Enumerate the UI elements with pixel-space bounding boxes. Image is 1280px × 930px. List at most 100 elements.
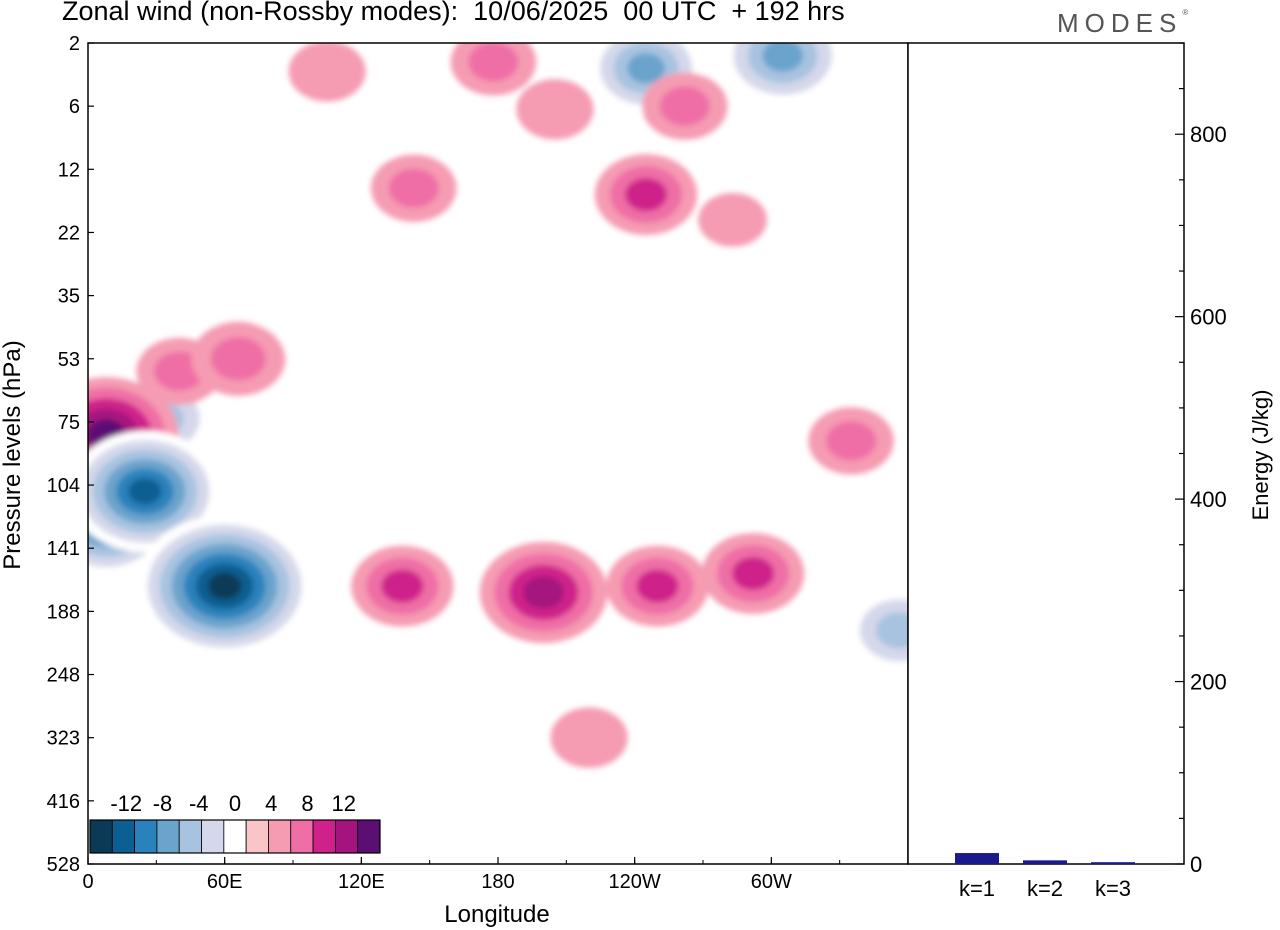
energy-tick-label: 0 <box>1190 852 1202 877</box>
field-feature-10 <box>641 72 728 140</box>
y-tick-label: 35 <box>58 286 80 308</box>
field-band <box>295 518 373 579</box>
field-feature-22 <box>701 533 805 614</box>
x-axis-label: Longitude <box>444 901 549 928</box>
energy-bars <box>955 853 1135 864</box>
colorbar-swatch <box>111 819 136 854</box>
field-feature-26 <box>843 586 908 675</box>
field-feature-23 <box>808 407 894 475</box>
field-band <box>381 569 424 603</box>
field-feature-2 <box>277 221 355 282</box>
energy-category-label: k=1 <box>959 876 995 901</box>
y-tick-label: 6 <box>69 96 80 118</box>
field-band <box>659 86 710 126</box>
energy-tick-label: 600 <box>1190 305 1227 330</box>
x-tick-label: 60E <box>207 871 243 893</box>
field-feature-24 <box>550 707 628 768</box>
colorbar-swatch <box>290 819 314 854</box>
colorbar-swatch <box>134 819 158 854</box>
field-feature-5 <box>718 43 847 107</box>
brand-registered-mark: ® <box>1182 8 1189 17</box>
y-tick-label: 53 <box>58 349 80 371</box>
field-band <box>523 576 564 609</box>
colorbar-frame <box>89 819 381 854</box>
field-band <box>550 707 628 768</box>
y-tick-label: 22 <box>58 222 80 244</box>
field-feature-19 <box>351 545 454 627</box>
colorbar-label: -4 <box>189 791 209 816</box>
field-band <box>210 337 266 381</box>
energy-tick-label: 400 <box>1190 487 1227 512</box>
colorbar-label: -8 <box>153 791 173 816</box>
field-feature-8 <box>450 43 537 96</box>
field-feature-25 <box>231 770 309 832</box>
field-band <box>468 43 519 82</box>
x-tick-label: 180 <box>481 871 514 893</box>
field-band <box>231 770 309 832</box>
y-tick-label: 528 <box>47 854 80 876</box>
x-tick-label: 120E <box>338 871 385 893</box>
field-feature-3 <box>370 154 457 222</box>
field-feature-11 <box>698 193 768 247</box>
field-band <box>762 43 804 72</box>
colorbar-label: 8 <box>301 791 313 816</box>
field-feature-18 <box>295 518 373 579</box>
field-feature-7 <box>288 43 366 102</box>
colorbar: -12 -8 -4 0 4 8 12 <box>89 791 381 854</box>
field-band <box>636 569 679 603</box>
colorbar-swatch <box>245 819 269 854</box>
field-band <box>627 53 666 84</box>
colorbar-label: 0 <box>229 791 241 816</box>
y-tick-label: 416 <box>47 791 80 813</box>
field-feature-21 <box>606 545 709 627</box>
energy-categories: k=1 k=2 k=3 <box>959 876 1131 901</box>
y-tick-label: 104 <box>47 475 80 497</box>
y-tick-label: 248 <box>47 665 80 687</box>
energy-bar-k=2 <box>1023 860 1067 864</box>
field-band <box>388 168 439 208</box>
heatmap-panel: 2 6 12 22 35 53 75 104 141 188 248 323 416 528 0 60E 12… <box>0 33 909 928</box>
colorbar-swatch <box>312 819 336 854</box>
heatmap-field <box>88 43 908 864</box>
field-feature-20 <box>479 541 608 644</box>
colorbar-label: 12 <box>332 791 356 816</box>
colorbar-swatch <box>334 819 359 854</box>
x-tick-label: 120W <box>609 871 661 893</box>
pressure-axis: 2 6 12 22 35 53 75 104 141 188 248 323 416 528 <box>47 33 94 876</box>
y-tick-label: 2 <box>69 33 80 55</box>
colorbar-swatch <box>156 819 180 854</box>
field-feature-9 <box>594 154 698 235</box>
energy-tick-label: 200 <box>1190 670 1227 695</box>
field-band <box>698 193 768 247</box>
x-tick-label: 60W <box>751 871 792 893</box>
brand-name: MODES <box>1057 8 1183 38</box>
brand-logo: MODES® <box>1057 8 1188 39</box>
field-feature-4 <box>516 79 594 140</box>
energy-tick-label: 800 <box>1190 122 1227 147</box>
x-tick-label: 0 <box>82 871 93 893</box>
field-band <box>277 221 355 282</box>
colorbar-swatch <box>201 819 225 854</box>
y-tick-label: 75 <box>58 412 80 434</box>
energy-category-label: k=3 <box>1095 876 1131 901</box>
energy-axis: 0 200 400 600 800 <box>1175 42 1227 877</box>
colorbar-label: 4 <box>265 791 277 816</box>
y-tick-label: 188 <box>47 601 80 623</box>
colorbar-swatch <box>178 819 202 854</box>
y-tick-label: 12 <box>58 159 80 181</box>
field-band <box>288 43 366 102</box>
energy-bar-k=3 <box>1091 862 1135 864</box>
field-feature-17 <box>135 515 314 658</box>
colorbar-swatch <box>223 819 247 854</box>
field-band <box>207 572 242 600</box>
energy-panel: 0 200 400 600 800 k=1 k=2 k=3 Energy (J/kg) <box>907 42 1273 901</box>
field-band <box>732 556 775 591</box>
energy-frame <box>907 42 1185 865</box>
energy-axis-label: Energy (J/kg) <box>1248 390 1273 521</box>
heatmap-background <box>88 43 908 864</box>
field-band <box>876 612 908 649</box>
field-band <box>128 478 162 505</box>
colorbar-swatch <box>357 819 381 854</box>
energy-bar-k=1 <box>955 853 999 864</box>
